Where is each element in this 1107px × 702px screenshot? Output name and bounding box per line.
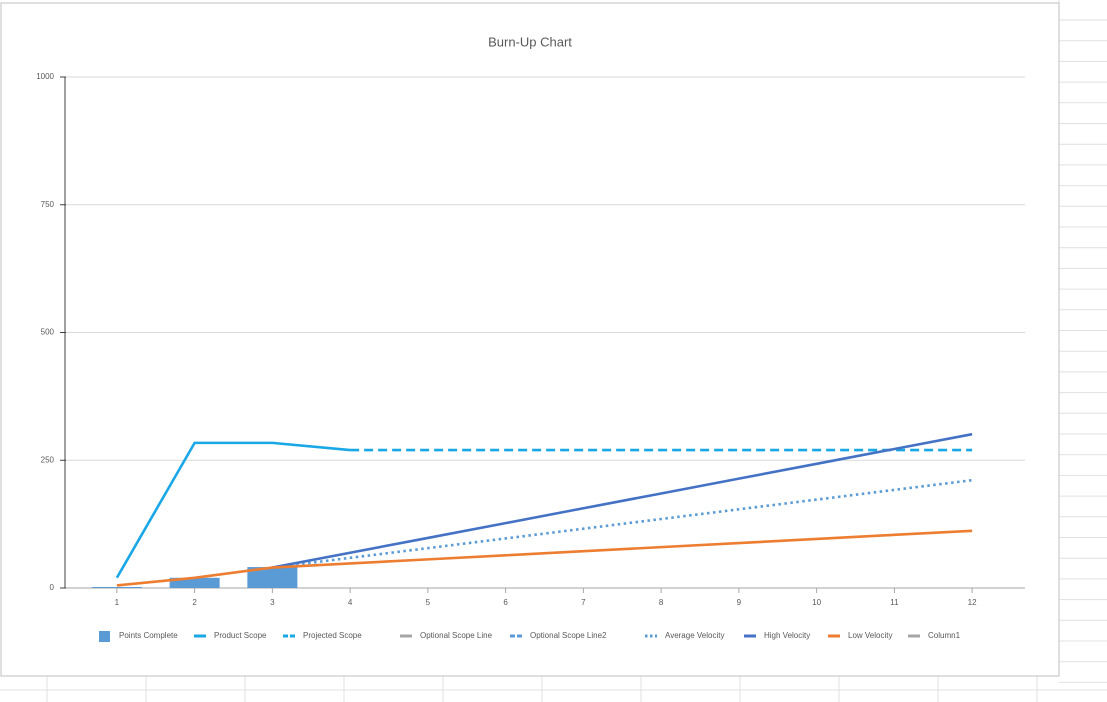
line [272,432,973,569]
x-tick-label: 9 [737,598,742,607]
legend-label: Column1 [928,631,961,640]
chart-area [0,2,1060,677]
legend-label: Low Velocity [848,631,892,640]
legend-label: Points Complete [119,631,178,640]
y-tick-label: 500 [41,328,55,337]
legend-label: Projected Scope [303,631,362,640]
legend-label: Product Scope [214,631,267,640]
bar [169,577,220,588]
bar [247,567,298,588]
bar [91,586,142,588]
y-tick-label: 750 [41,200,55,209]
x-tick-label: 11 [890,598,899,607]
y-tick-label: 0 [50,583,55,592]
x-tick-label: 5 [426,598,431,607]
x-tick-label: 2 [192,598,197,607]
x-tick-label: 7 [581,598,586,607]
y-tick-label: 1000 [36,72,54,81]
x-tick-label: 1 [115,598,120,607]
x-tick-label: 6 [503,598,508,607]
y-tick-label: 250 [41,455,55,464]
line [116,529,973,587]
x-tick-label: 3 [270,598,275,607]
x-tick-label: 10 [812,598,821,607]
line [115,441,351,579]
x-tick-label: 12 [968,598,977,607]
chart-title: Burn-Up Chart [488,34,572,49]
legend-swatch [99,631,110,642]
legend-label: Average Velocity [665,631,724,640]
legend-label: Optional Scope Line2 [530,631,607,640]
legend-label: High Velocity [764,631,810,640]
legend-label: Optional Scope Line [420,631,493,640]
x-tick-label: 8 [659,598,664,607]
x-tick-label: 4 [348,598,353,607]
